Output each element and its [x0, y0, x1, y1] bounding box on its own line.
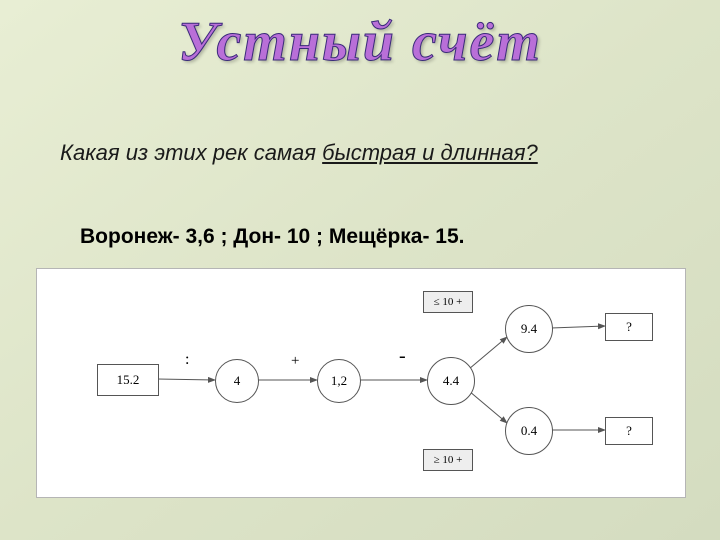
- node-upper: 9.4: [505, 305, 553, 353]
- result-upper-rect: ?: [605, 313, 653, 341]
- flow-diagram: 15.2 4 1,2 4.4 9.4 0.4 ? ? ≤ 10 + ≥ 10 +…: [36, 268, 686, 498]
- page-title: Устный счёт: [178, 10, 542, 74]
- node-c1: 4: [215, 359, 259, 403]
- op-plus: +: [291, 353, 299, 370]
- node-c3: 4.4: [427, 357, 475, 405]
- op-minus: -: [399, 345, 406, 368]
- answers-line: Воронеж- 3,6 ; Дон- 10 ; Мещёрка- 15.: [80, 225, 465, 249]
- question-prefix: Какая из этих рек самая: [60, 140, 322, 165]
- node-c2: 1,2: [317, 359, 361, 403]
- condition-top: ≤ 10 +: [423, 291, 473, 313]
- op-divide: :: [185, 351, 189, 369]
- node-lower: 0.4: [505, 407, 553, 455]
- node-start-rect: 15.2: [97, 364, 159, 396]
- question-underlined: быстрая и длинная?: [322, 140, 538, 165]
- question-text: Какая из этих рек самая быстрая и длинна…: [60, 140, 660, 166]
- result-lower-rect: ?: [605, 417, 653, 445]
- condition-bottom: ≥ 10 +: [423, 449, 473, 471]
